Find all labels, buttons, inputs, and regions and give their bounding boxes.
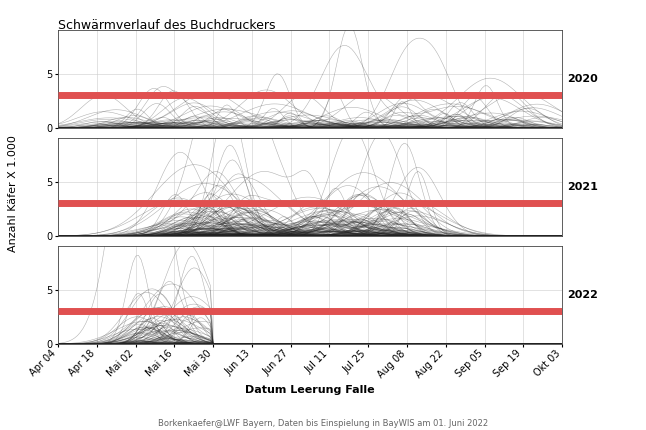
Text: Borkenkaefer@LWF Bayern, Daten bis Einspielung in BayWIS am 01. Juni 2022: Borkenkaefer@LWF Bayern, Daten bis Einsp… bbox=[158, 419, 488, 428]
Text: 2020: 2020 bbox=[567, 74, 598, 84]
Text: Anzahl Käfer X 1.000: Anzahl Käfer X 1.000 bbox=[8, 135, 18, 252]
Text: 2022: 2022 bbox=[567, 290, 598, 300]
Text: 2021: 2021 bbox=[567, 182, 598, 192]
Text: Schwärmverlauf des Buchdruckers: Schwärmverlauf des Buchdruckers bbox=[58, 19, 276, 32]
Text: Datum Leerung Falle: Datum Leerung Falle bbox=[245, 385, 375, 395]
